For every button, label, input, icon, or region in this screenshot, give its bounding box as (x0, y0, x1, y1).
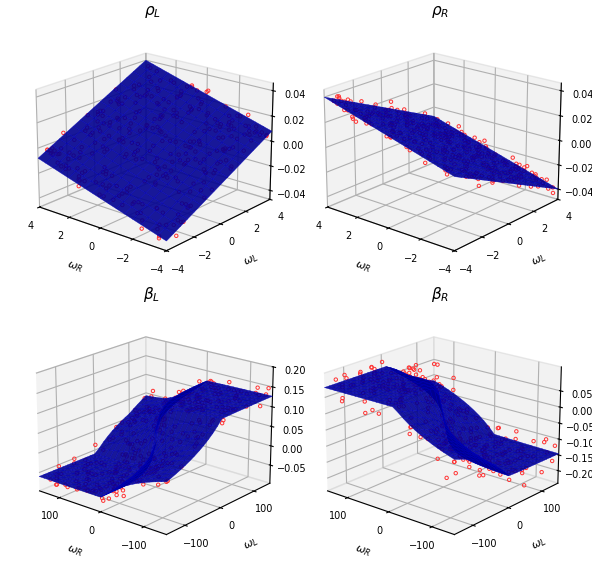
Title: $\beta_L$: $\beta_L$ (143, 285, 160, 304)
Y-axis label: $\omega_L$: $\omega_L$ (529, 252, 548, 269)
Y-axis label: $\omega_L$: $\omega_L$ (529, 536, 548, 553)
Y-axis label: $\omega_L$: $\omega_L$ (242, 536, 260, 553)
X-axis label: $\omega_R$: $\omega_R$ (65, 259, 84, 276)
Y-axis label: $\omega_L$: $\omega_L$ (242, 252, 260, 269)
Title: $\rho_R$: $\rho_R$ (431, 4, 449, 20)
Title: $\beta_R$: $\beta_R$ (431, 285, 449, 304)
X-axis label: $\omega_R$: $\omega_R$ (65, 543, 84, 559)
X-axis label: $\omega_R$: $\omega_R$ (353, 259, 372, 276)
X-axis label: $\omega_R$: $\omega_R$ (353, 543, 372, 559)
Title: $\rho_L$: $\rho_L$ (143, 4, 160, 20)
